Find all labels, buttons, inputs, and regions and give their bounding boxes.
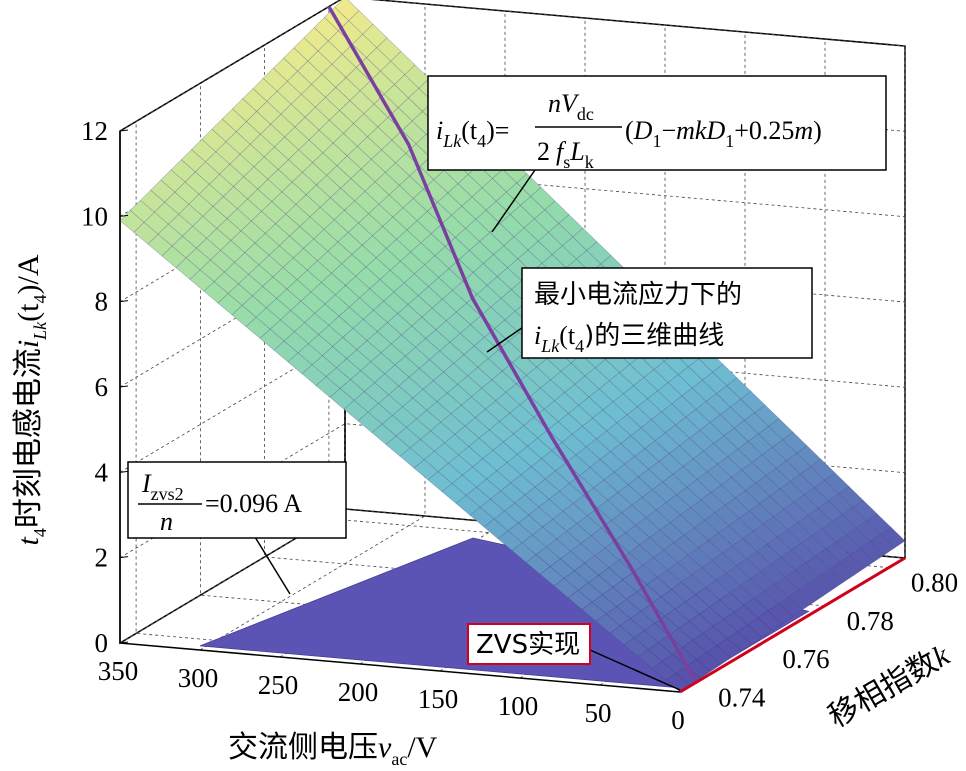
x-tick-label: 250 — [258, 670, 299, 700]
y-tick-label: 0.80 — [911, 568, 958, 598]
svg-text:Izvs2: Izvs2 — [141, 469, 184, 504]
z-tick-mark — [119, 470, 129, 473]
svg-text:ZVS实现: ZVS实现 — [476, 630, 580, 660]
z-tick-mark — [119, 300, 129, 303]
x-tick-label: 50 — [585, 698, 612, 728]
x-tick-label: 300 — [178, 663, 219, 693]
formula-annotation: iLk(t4)= nVdc 2 fsLk (D1−mkD1+0.25m) — [427, 75, 887, 172]
curve-label-annotation: 最小电流应力下的 iLk(t4)的三维曲线 — [521, 267, 813, 359]
min-current-curve — [327, 5, 698, 684]
izvs-leader — [254, 536, 291, 595]
z-tick-mark — [119, 556, 129, 559]
formula-leader — [491, 169, 536, 233]
y-axis-label: 移相指数k — [823, 638, 957, 735]
x-tick-label: 0 — [671, 705, 685, 735]
svg-text:移相指数k: 移相指数k — [823, 638, 957, 735]
z-tick-label: 0 — [95, 628, 109, 658]
z-tick-mark — [119, 641, 129, 644]
svg-text:nVdc: nVdc — [548, 89, 594, 124]
y-tick-label: 0.76 — [782, 644, 829, 674]
svg-text:=0.096 A: =0.096 A — [205, 489, 302, 518]
svg-text:最小电流应力下的: 最小电流应力下的 — [534, 280, 742, 310]
x-axis-line — [119, 642, 681, 693]
z-tick-label: 12 — [81, 116, 108, 146]
x-tick-label: 150 — [418, 684, 459, 714]
izvs-annotation: Izvs2 n =0.096 A — [127, 461, 347, 539]
y-axis-line — [679, 556, 906, 694]
x-axis-label: 交流侧电压vac/V — [228, 730, 438, 769]
z-tick-mark — [119, 129, 129, 132]
z-tick-mark — [119, 385, 129, 388]
svg-text:交流侧电压vac/V: 交流侧电压vac/V — [228, 730, 438, 769]
surfaces — [119, 0, 906, 693]
x-tick-label: 100 — [498, 691, 539, 721]
svg-text:t4时刻电感电流iLk(t4)/A: t4时刻电感电流iLk(t4)/A — [11, 254, 50, 545]
y-tick-label: 0.74 — [718, 682, 766, 712]
zvs-leader — [589, 649, 681, 691]
z-tick-label: 4 — [95, 457, 109, 487]
z-axis-label: t4时刻电感电流iLk(t4)/A — [11, 254, 50, 545]
tick-labels: 0 2 4 6 8 10 12 350 300 250 200 150 100 50 0 0.74 0.76 0.… — [81, 116, 958, 735]
y-tick-label: 0.78 — [847, 606, 894, 636]
x-tick-label: 200 — [338, 677, 379, 707]
svg-text:(D1−mkD1+0.25m): (D1−mkD1+0.25m) — [625, 116, 822, 151]
z-tick-label: 10 — [81, 201, 108, 231]
z-tick-label: 6 — [95, 372, 109, 402]
surface-patch — [880, 526, 906, 549]
grid-z-line — [119, 0, 906, 132]
z-tick-mark — [119, 214, 129, 217]
svg-text:iLk(t4)=: iLk(t4)= — [436, 116, 509, 151]
svg-text:iLk(t4)的三维曲线: iLk(t4)的三维曲线 — [534, 321, 724, 356]
svg-text:n: n — [160, 507, 173, 536]
z-tick-label: 8 — [95, 287, 109, 317]
z-tick-label: 2 — [95, 543, 109, 573]
grid-z-line — [119, 167, 906, 303]
zvs-annotation: ZVS实现 — [467, 623, 591, 665]
x-tick-label: 350 — [98, 656, 139, 686]
